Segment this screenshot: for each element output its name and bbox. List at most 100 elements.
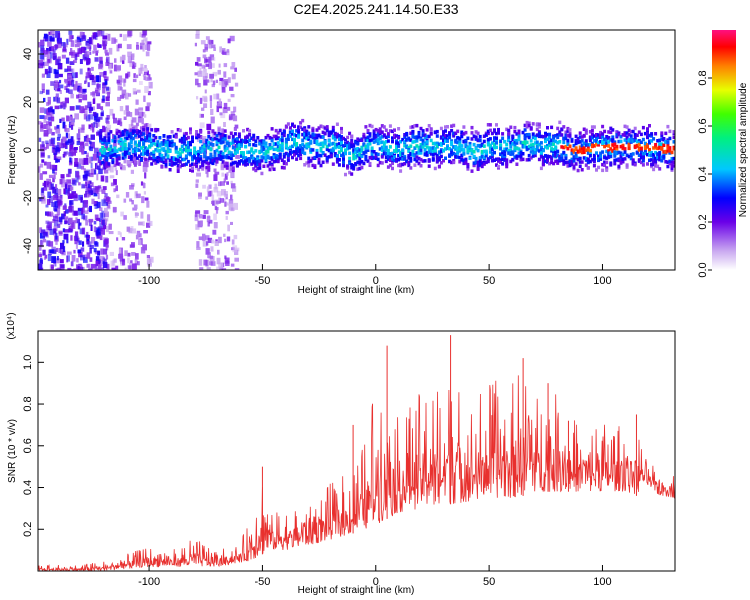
- band-cell: [654, 162, 658, 166]
- noise-cell: [63, 42, 66, 48]
- band-cell: [117, 134, 121, 139]
- noise-cell: [123, 79, 126, 87]
- noise-cell: [138, 107, 144, 111]
- band-cell: [299, 121, 303, 125]
- noise-cell: [130, 117, 134, 124]
- noise-cell: [221, 128, 225, 134]
- band-cell: [246, 150, 250, 155]
- band-cell: [360, 149, 364, 153]
- band-cell: [595, 142, 598, 147]
- band-cell: [278, 128, 282, 133]
- noise-cell: [46, 51, 50, 59]
- noise-cell: [112, 207, 117, 213]
- band-cell: [454, 145, 458, 149]
- band-cell: [448, 147, 452, 151]
- band-cell: [411, 125, 415, 129]
- noise-cell: [56, 142, 60, 147]
- band-cell: [291, 123, 294, 127]
- noise-cell: [39, 90, 44, 95]
- band-cell: [125, 136, 129, 141]
- noise-cell: [99, 212, 104, 219]
- band-cell: [586, 145, 590, 149]
- band-cell: [560, 153, 564, 157]
- band-cell: [493, 145, 496, 150]
- noise-cell: [57, 133, 61, 138]
- noise-cell: [115, 265, 119, 270]
- band-cell: [556, 161, 560, 165]
- band-cell: [572, 165, 576, 170]
- noise-cell: [125, 192, 130, 198]
- band-cell: [450, 142, 454, 147]
- band-cell: [252, 156, 256, 161]
- band-cell: [152, 152, 156, 156]
- band-cell: [388, 163, 392, 168]
- band-cell: [280, 148, 284, 153]
- noise-cell: [119, 56, 122, 63]
- noise-cell: [85, 155, 89, 161]
- band-cell: [476, 148, 480, 153]
- noise-cell: [216, 93, 220, 100]
- noise-cell: [39, 125, 44, 132]
- band-cell: [340, 130, 343, 135]
- noise-cell: [105, 52, 110, 56]
- band-cell: [321, 130, 325, 135]
- band-cell: [229, 151, 233, 155]
- band-cell: [397, 163, 401, 168]
- band-cell: [352, 148, 356, 152]
- band-cell: [207, 135, 211, 139]
- noise-cell: [105, 96, 110, 101]
- band-cell: [182, 163, 186, 167]
- band-cell: [350, 134, 354, 138]
- band-cell: [462, 158, 466, 163]
- band-cell: [623, 138, 627, 142]
- band-cell: [140, 157, 143, 162]
- noise-cell: [232, 115, 238, 122]
- colorbar-gradient: [712, 30, 736, 270]
- noise-cell: [207, 191, 212, 197]
- band-cell: [276, 141, 280, 145]
- band-cell: [174, 157, 178, 161]
- band-cell: [107, 138, 111, 143]
- band-cell: [176, 128, 180, 132]
- noise-cell: [126, 44, 132, 50]
- band-cell: [201, 162, 205, 166]
- band-cell: [286, 153, 290, 158]
- noise-cell: [84, 193, 88, 198]
- band-cell: [284, 162, 288, 166]
- band-cell: [344, 172, 347, 177]
- noise-cell: [88, 172, 94, 178]
- band-cell: [511, 137, 515, 142]
- band-cell: [433, 166, 437, 171]
- noise-cell: [138, 239, 142, 246]
- band-cell: [297, 153, 301, 158]
- band-cell: [588, 154, 592, 158]
- noise-cell: [40, 39, 45, 46]
- band-cell: [268, 160, 272, 165]
- band-cell: [180, 163, 184, 167]
- noise-cell: [215, 207, 219, 214]
- noise-cell: [56, 124, 60, 129]
- band-cell: [327, 155, 331, 159]
- noise-cell: [145, 123, 149, 128]
- band-cell: [592, 159, 596, 164]
- noise-cell: [223, 122, 226, 127]
- band-cell: [513, 125, 517, 130]
- noise-cell: [208, 56, 212, 63]
- noise-cell: [58, 79, 62, 84]
- noise-cell: [105, 120, 110, 125]
- noise-cell: [75, 80, 78, 88]
- band-cell: [576, 157, 580, 162]
- band-cell: [311, 156, 315, 161]
- band-cell: [517, 134, 521, 138]
- band-cell: [525, 123, 529, 128]
- band-cell: [442, 133, 445, 137]
- noise-cell: [196, 172, 201, 177]
- band-cell: [603, 144, 607, 149]
- band-cell: [327, 143, 331, 147]
- band-cell: [305, 136, 309, 141]
- noise-cell: [64, 189, 70, 195]
- band-cell: [458, 142, 462, 147]
- band-cell: [566, 126, 570, 131]
- band-cell: [391, 166, 394, 171]
- noise-cell: [97, 75, 101, 83]
